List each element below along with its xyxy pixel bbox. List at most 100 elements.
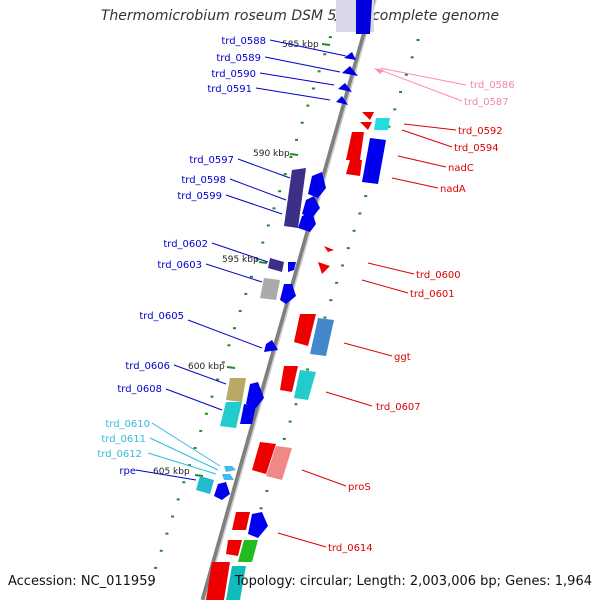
- gene-trd_0610: [224, 466, 236, 472]
- label-nadC[interactable]: nadC: [448, 163, 474, 174]
- label-trd_0591[interactable]: trd_0591: [207, 84, 252, 95]
- label-proS[interactable]: proS: [348, 482, 371, 493]
- track-dot: [148, 584, 152, 586]
- track-dot: [154, 566, 158, 569]
- track-dot: [159, 549, 163, 552]
- right-dot-track: [236, 39, 420, 579]
- track-dot: [182, 481, 186, 484]
- track-dot: [283, 173, 287, 176]
- gene-bottom-cyan: [226, 566, 246, 600]
- gene-trd_0597: [284, 168, 306, 228]
- label-trd_0611[interactable]: trd_0611: [101, 434, 146, 445]
- label-trd_0587[interactable]: trd_0587: [464, 97, 509, 108]
- track-dot: [227, 344, 231, 347]
- label-trd_0588[interactable]: trd_0588: [221, 36, 266, 47]
- leader-lines-right: [277, 123, 457, 548]
- track-dot: [340, 264, 344, 267]
- track-dot: [265, 489, 269, 492]
- track-dot: [171, 515, 175, 518]
- tick-label-595: 595 kbp: [222, 255, 259, 265]
- gene-proS: [252, 442, 276, 474]
- forward-genes: [196, 0, 374, 600]
- accession-text: Accession: NC_011959: [8, 574, 156, 589]
- gene-trd_0606-arrow: [246, 382, 264, 408]
- gene-trd_0588: [344, 52, 356, 60]
- gene-trd_0614-red2: [226, 540, 242, 556]
- label-nadA[interactable]: nadA: [440, 184, 466, 195]
- gene-bottom-red: [206, 562, 230, 600]
- track-dot: [295, 138, 299, 141]
- label-trd_0603[interactable]: trd_0603: [157, 260, 202, 271]
- gene-trd_0606: [226, 378, 246, 402]
- tick-label-590: 590 kbp: [253, 149, 290, 159]
- label-trd_0586[interactable]: trd_0586: [470, 80, 515, 91]
- label-trd_0614[interactable]: trd_0614: [328, 543, 373, 554]
- track-dot: [358, 212, 362, 215]
- gene-trd_0598: [302, 196, 320, 218]
- label-trd_0589[interactable]: trd_0589: [216, 53, 261, 64]
- leader-lines-left: [135, 39, 347, 481]
- label-trd_0592[interactable]: trd_0592: [458, 126, 503, 137]
- gene-trd_0599: [298, 212, 316, 232]
- label-ggt[interactable]: ggt: [394, 352, 411, 363]
- label-trd_0602[interactable]: trd_0602: [163, 239, 208, 250]
- label-trd_0590[interactable]: trd_0590: [211, 69, 256, 80]
- track-dot: [399, 91, 403, 94]
- track-dot: [210, 395, 214, 398]
- label-trd_0608[interactable]: trd_0608: [117, 384, 162, 395]
- track-dot: [329, 299, 333, 302]
- gene-trd_0614-a: [248, 512, 268, 538]
- track-dot: [176, 498, 180, 501]
- label-trd_0597[interactable]: trd_0597: [189, 155, 234, 166]
- label-trd_0610[interactable]: trd_0610: [105, 419, 150, 430]
- track-dot: [249, 275, 253, 278]
- track-dot: [165, 532, 169, 535]
- track-dot: [323, 316, 327, 319]
- track-dot: [364, 195, 368, 198]
- track-dot: [193, 447, 197, 450]
- label-trd_0605[interactable]: trd_0605: [139, 311, 184, 322]
- track-dot: [204, 412, 208, 415]
- track-dot: [393, 108, 397, 111]
- label-rpe[interactable]: rpe: [119, 466, 136, 477]
- label-trd_0594[interactable]: trd_0594: [454, 143, 499, 154]
- label-trd_0606[interactable]: trd_0606: [125, 361, 170, 372]
- track-dot: [199, 429, 203, 432]
- leader-lines-pink: [379, 67, 467, 102]
- track-dot: [255, 258, 259, 261]
- label-trd_0598[interactable]: trd_0598: [181, 175, 226, 186]
- track-dot: [272, 207, 276, 210]
- gene-nadA: [362, 138, 386, 184]
- gene-trd_0608-arrow: [240, 404, 256, 424]
- track-dot: [317, 70, 321, 73]
- track-dot: [328, 36, 332, 39]
- track-dot: [266, 224, 270, 227]
- track-dot: [221, 361, 225, 364]
- gene-trd_0600: [324, 246, 334, 252]
- tick-label-600: 600 kbp: [188, 362, 225, 372]
- gene-trd_0592: [362, 112, 374, 120]
- track-dot: [300, 121, 304, 124]
- label-trd_0612[interactable]: trd_0612: [97, 449, 142, 460]
- gene-trd_0611: [222, 474, 234, 480]
- track-dot: [289, 155, 293, 158]
- track-dot: [216, 378, 220, 381]
- label-trd_0607[interactable]: trd_0607: [376, 402, 421, 413]
- gene-rpe: [196, 476, 214, 494]
- label-trd_0601[interactable]: trd_0601: [410, 289, 455, 300]
- track-dot: [244, 292, 248, 295]
- gene-proS-b: [266, 446, 292, 480]
- label-trd_0599[interactable]: trd_0599: [177, 191, 222, 202]
- gene-ggt: [294, 314, 316, 346]
- track-dot: [352, 229, 356, 232]
- gene-trd_0608: [220, 402, 242, 428]
- track-dot: [311, 87, 315, 90]
- gene-ggt-b: [310, 318, 334, 356]
- labels-right: trd_0586 trd_0587 trd_0592 trd_0594 nadC…: [328, 80, 515, 554]
- label-trd_0600[interactable]: trd_0600: [416, 270, 461, 281]
- track-dot: [323, 53, 327, 56]
- gene-trd_0594: [374, 118, 390, 130]
- gene-trd_0602-arrow: [288, 262, 296, 272]
- gene-trd_0591: [336, 96, 348, 105]
- leader-lines-cyan: [147, 422, 221, 475]
